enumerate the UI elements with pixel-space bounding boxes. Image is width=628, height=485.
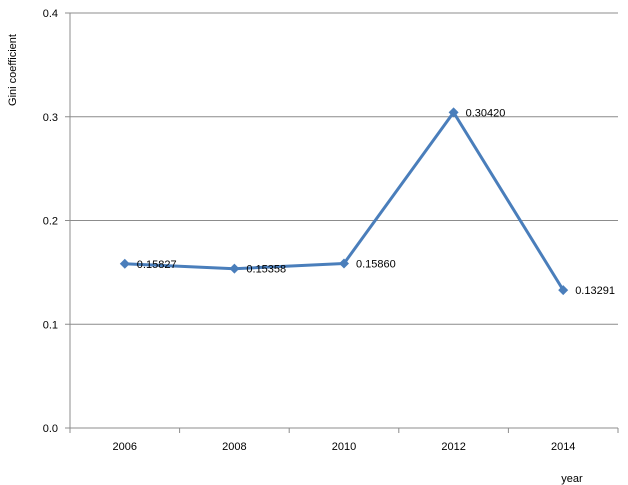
x-tick-label: 2006	[113, 441, 137, 453]
grid-lines	[65, 12, 618, 429]
y-tick-label: 0.2	[43, 216, 58, 228]
y-tick-label: 0.1	[43, 319, 58, 331]
data-label: 0.15827	[137, 259, 177, 271]
x-tick-label: 2014	[551, 441, 575, 453]
data-point-marker	[339, 258, 349, 269]
x-tick-labels: 2006 2008 2010 2012 2014	[113, 441, 576, 453]
x-axis-title: year	[561, 473, 583, 485]
y-tick-label: 0.0	[43, 423, 58, 435]
data-label: 0.13291	[575, 285, 615, 297]
data-label: 0.30420	[466, 107, 506, 119]
y-tick-label: 0.4	[43, 8, 58, 20]
data-points	[119, 107, 569, 296]
x-tick-label: 2012	[441, 441, 465, 453]
y-tick-labels: 0.0 0.1 0.2 0.3 0.4	[43, 8, 58, 435]
axes	[69, 13, 619, 433]
data-labels: 0.15827 0.15358 0.15860 0.30420 0.13291	[137, 107, 615, 297]
data-point-marker	[229, 263, 240, 274]
data-label: 0.15860	[356, 258, 396, 270]
data-point-marker	[558, 285, 569, 296]
x-tick-label: 2008	[222, 441, 246, 453]
y-tick-label: 0.3	[43, 112, 58, 124]
x-tick-label: 2010	[332, 441, 356, 453]
data-point-marker	[119, 258, 130, 269]
data-point-marker	[448, 107, 459, 118]
y-axis-title: Gini coefficient	[7, 34, 19, 106]
data-label: 0.15358	[246, 264, 286, 276]
